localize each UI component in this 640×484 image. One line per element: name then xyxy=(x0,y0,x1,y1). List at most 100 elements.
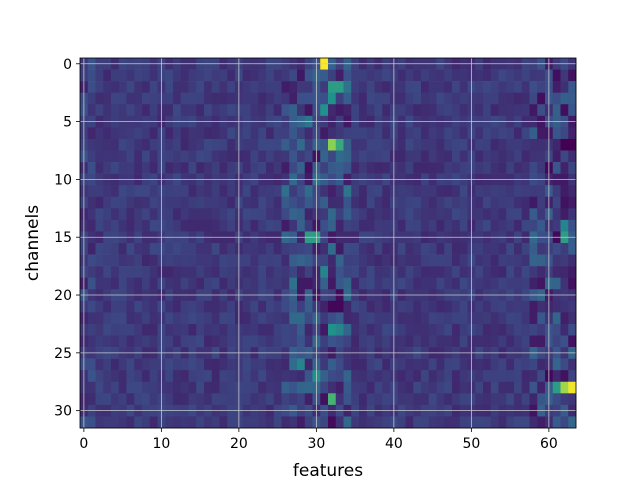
heatmap-cell xyxy=(397,393,406,406)
heatmap-cell xyxy=(366,393,375,406)
heatmap-cell xyxy=(560,266,569,278)
heatmap-cell xyxy=(405,92,414,105)
heatmap-cell xyxy=(444,381,453,394)
heatmap-cell xyxy=(452,300,461,313)
heatmap-cell xyxy=(366,104,375,117)
heatmap-cell xyxy=(397,312,406,325)
heatmap-cell xyxy=(506,312,515,325)
heatmap-cell xyxy=(196,323,205,336)
heatmap-cell xyxy=(281,92,290,105)
heatmap-cell xyxy=(397,300,406,313)
heatmap-cell xyxy=(359,196,368,209)
heatmap-cell xyxy=(413,104,422,117)
heatmap-cell xyxy=(297,69,306,82)
heatmap-cell xyxy=(514,185,523,198)
heatmap-cell xyxy=(196,138,205,151)
heatmap-cell xyxy=(498,81,507,93)
heatmap-cell xyxy=(498,416,507,429)
heatmap-cell xyxy=(413,335,422,348)
heatmap-cell xyxy=(490,92,499,105)
heatmap-cell xyxy=(281,266,290,278)
heatmap-cell xyxy=(483,266,492,278)
heatmap-cell xyxy=(258,150,267,163)
heatmap-cell xyxy=(444,370,453,383)
heatmap-cell xyxy=(405,127,414,140)
heatmap-cell xyxy=(126,219,135,232)
heatmap-cell xyxy=(335,219,344,232)
heatmap-cell xyxy=(188,185,197,198)
heatmap-cell xyxy=(165,219,174,232)
heatmap-cell xyxy=(359,266,368,278)
heatmap-cell xyxy=(304,416,313,429)
heatmap-cell xyxy=(242,335,251,348)
heatmap-cell xyxy=(506,104,515,117)
heatmap-cell xyxy=(134,196,143,209)
heatmap-cell xyxy=(188,266,197,278)
heatmap-cell xyxy=(366,358,375,371)
heatmap-cell xyxy=(351,416,360,429)
x-tick-label: 50 xyxy=(462,436,480,452)
heatmap-cell xyxy=(149,208,158,221)
heatmap-cell xyxy=(459,254,468,267)
heatmap-cell xyxy=(103,312,112,325)
heatmap-cell xyxy=(180,335,189,348)
heatmap-cell xyxy=(227,185,236,198)
heatmap-cell xyxy=(537,127,546,140)
heatmap-cell xyxy=(242,208,251,221)
heatmap-cell xyxy=(552,150,561,163)
heatmap-cell xyxy=(227,358,236,371)
heatmap-cell xyxy=(521,277,530,290)
heatmap-cell xyxy=(180,243,189,255)
heatmap-cell xyxy=(281,69,290,82)
heatmap-cell xyxy=(219,150,228,163)
heatmap-cell xyxy=(506,266,515,278)
heatmap-cell xyxy=(421,150,430,163)
heatmap-cell xyxy=(343,185,352,198)
heatmap-cell xyxy=(242,81,251,93)
heatmap-cell xyxy=(87,358,96,371)
heatmap-cell xyxy=(498,323,507,336)
heatmap-cell xyxy=(297,416,306,429)
heatmap-cell xyxy=(459,243,468,255)
heatmap-cell xyxy=(560,127,569,140)
heatmap-cell xyxy=(374,381,383,394)
heatmap-cell xyxy=(552,381,561,394)
heatmap-cell xyxy=(87,335,96,348)
heatmap-cell xyxy=(560,254,569,267)
heatmap-cell xyxy=(521,208,530,221)
heatmap-cell xyxy=(297,381,306,394)
heatmap-cell xyxy=(506,219,515,232)
heatmap-cell xyxy=(95,162,104,174)
heatmap-cell xyxy=(149,185,158,198)
heatmap-cell xyxy=(506,381,515,394)
y-tick-label: 30 xyxy=(54,404,72,420)
heatmap-cell xyxy=(452,185,461,198)
heatmap-cell xyxy=(320,243,329,255)
heatmap-cell xyxy=(196,370,205,383)
heatmap-cell xyxy=(444,208,453,221)
heatmap-cell xyxy=(498,127,507,140)
heatmap-cell xyxy=(514,92,523,105)
heatmap-cell xyxy=(444,150,453,163)
heatmap-cell xyxy=(428,127,437,140)
heatmap-cell xyxy=(142,81,151,93)
heatmap-cell xyxy=(118,312,127,325)
heatmap-cell xyxy=(188,335,197,348)
heatmap-cell xyxy=(452,312,461,325)
heatmap-cell xyxy=(397,81,406,93)
heatmap-cell xyxy=(196,393,205,406)
heatmap-cell xyxy=(165,381,174,394)
heatmap-cell xyxy=(498,300,507,313)
heatmap-cell xyxy=(87,69,96,82)
heatmap-cell xyxy=(258,254,267,267)
heatmap-cell xyxy=(297,150,306,163)
heatmap-cell xyxy=(196,81,205,93)
heatmap-cell xyxy=(444,104,453,117)
heatmap-cell xyxy=(428,219,437,232)
heatmap-cell xyxy=(219,185,228,198)
heatmap-cell xyxy=(444,219,453,232)
heatmap-cell xyxy=(452,196,461,209)
heatmap-cell xyxy=(452,219,461,232)
heatmap-cell xyxy=(506,69,515,82)
